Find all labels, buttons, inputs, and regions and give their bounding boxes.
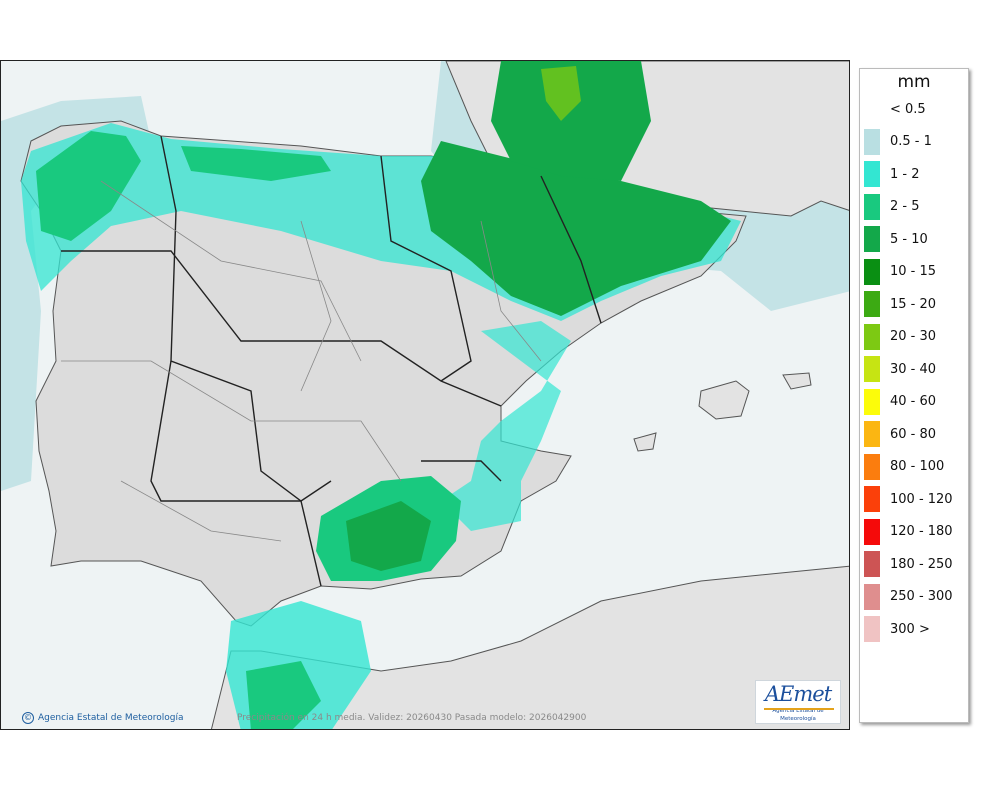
legend-swatch — [864, 258, 880, 285]
legend-item: 30 - 40 — [864, 356, 937, 382]
legend-swatch — [864, 356, 880, 382]
legend-item: 2 - 5 — [864, 193, 920, 220]
legend-swatch — [864, 291, 880, 317]
precip-alboran-core — [246, 661, 321, 729]
legend-item: 60 - 80 — [864, 421, 937, 447]
precip-biscay-core — [541, 66, 581, 121]
precip-pyrenees — [421, 141, 731, 316]
region-borders — [61, 135, 602, 587]
logo-subtitle: Agencia Estatal de Meteorología — [772, 708, 824, 722]
logo-accent-bar — [764, 708, 834, 710]
legend-item: 15 - 20 — [864, 291, 937, 317]
legend-unit: mm — [897, 72, 931, 92]
legend-label: 30 - 40 — [890, 361, 937, 377]
legend-swatch — [864, 128, 880, 155]
legend-label: 80 - 100 — [890, 459, 945, 474]
mallorca — [698, 380, 750, 420]
legend-swatch — [864, 518, 880, 545]
legend-item: 5 - 10 — [864, 226, 928, 252]
legend-item: 20 - 30 — [864, 323, 937, 350]
legend-label: 10 - 15 — [890, 264, 937, 279]
legend-item: 300 > — [864, 616, 930, 642]
legend-label: < 0.5 — [890, 101, 926, 117]
legend-item: 0.5 - 1 — [864, 128, 932, 155]
agency-credit-text: Agencia Estatal de Meteorología — [38, 713, 184, 723]
precipitation-map — [0, 60, 850, 730]
precip-southeast-core — [346, 501, 431, 571]
legend-swatch — [864, 453, 880, 480]
legend-item: 250 - 300 — [864, 583, 953, 610]
legend-swatch — [864, 421, 880, 447]
legend-swatch — [864, 388, 880, 415]
precip-asturias — [181, 146, 331, 181]
legend-label: 0.5 - 1 — [890, 134, 932, 149]
precip-biscay-plume — [491, 61, 651, 181]
legend-item: 100 - 120 — [864, 486, 953, 512]
legend-item: 40 - 60 — [864, 388, 937, 415]
legend-swatch — [864, 323, 880, 350]
legend-swatch — [864, 551, 880, 577]
logo-word: AEmet — [764, 682, 832, 706]
legend-label: 120 - 180 — [890, 524, 953, 539]
legend-swatch — [864, 161, 880, 187]
legend-label: 250 - 300 — [890, 589, 953, 604]
legend-label: 1 - 2 — [890, 166, 920, 182]
legend-swatch — [864, 486, 880, 512]
copyright-icon: © — [22, 712, 34, 724]
legend-item: 10 - 15 — [864, 258, 937, 285]
precipitation-legend: mm < 0.5 0.5 - 1 1 - 2 2 - 5 5 - 10 10 - 15 15… — [859, 68, 969, 723]
map-caption: Precipitación en 24 h media. Validez: 20… — [237, 713, 587, 723]
map-canvas — [1, 61, 849, 729]
precip-levante — [441, 321, 571, 531]
precip-galicia — [36, 131, 141, 241]
legend-swatch — [864, 226, 880, 252]
legend-label: 100 - 120 — [890, 491, 953, 507]
legend-label: 300 > — [890, 621, 930, 637]
legend-item: 80 - 100 — [864, 453, 945, 480]
legend-swatch — [864, 616, 880, 642]
legend-label: 5 - 10 — [890, 231, 928, 247]
legend-item: 180 - 250 — [864, 551, 953, 577]
province-borders — [61, 180, 542, 542]
agency-credit: © Agencia Estatal de Meteorología — [22, 712, 184, 724]
legend-label: 60 - 80 — [890, 426, 937, 442]
legend-label: 40 - 60 — [890, 394, 937, 409]
aemet-logo: AEmet Agencia Estatal de Meteorología — [755, 680, 841, 724]
legend-label: 15 - 20 — [890, 296, 937, 312]
legend-label: 2 - 5 — [890, 199, 920, 214]
legend-label: 180 - 250 — [890, 556, 953, 572]
legend-item: < 0.5 — [864, 99, 926, 119]
menorca — [782, 372, 812, 390]
legend-item: 1 - 2 — [864, 161, 920, 187]
legend-label: 20 - 30 — [890, 329, 937, 344]
legend-swatch — [864, 583, 880, 610]
legend-item: 120 - 180 — [864, 518, 953, 545]
ibiza — [633, 432, 657, 452]
legend-swatch — [864, 96, 880, 122]
legend-swatch — [864, 193, 880, 220]
